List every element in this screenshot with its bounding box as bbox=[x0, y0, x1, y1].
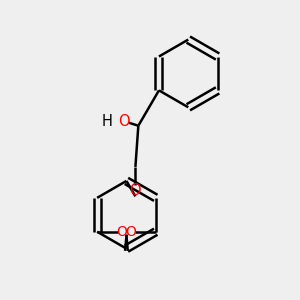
Text: H: H bbox=[102, 114, 113, 129]
Text: O: O bbox=[125, 225, 136, 239]
Text: O: O bbox=[130, 183, 141, 198]
Text: O: O bbox=[117, 225, 128, 239]
Text: O: O bbox=[118, 114, 129, 129]
